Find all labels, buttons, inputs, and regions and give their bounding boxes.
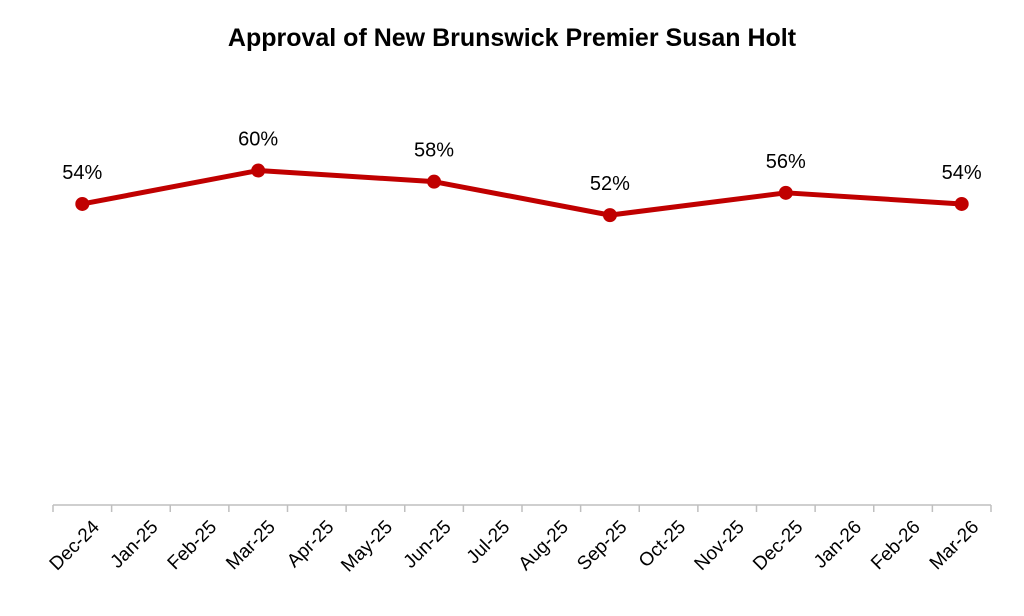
chart-title: Approval of New Brunswick Premier Susan … xyxy=(227,24,797,52)
data-point xyxy=(778,185,793,200)
data-label: 58% xyxy=(414,140,454,162)
data-label: 54% xyxy=(942,162,982,184)
x-tick-label: Nov-25 xyxy=(691,517,749,575)
data-point xyxy=(427,174,442,189)
x-tick-label: Feb-26 xyxy=(867,517,924,574)
x-tick-label: Apr-25 xyxy=(283,517,338,572)
x-tick-label: Mar-26 xyxy=(926,517,983,574)
x-tick-label: Feb-25 xyxy=(164,517,221,574)
x-tick-label: Mar-25 xyxy=(222,517,279,574)
x-tick-label: Dec-24 xyxy=(46,516,104,574)
x-tick-label: Jan-26 xyxy=(810,517,866,573)
x-tick-label: May-25 xyxy=(337,517,397,577)
x-tick-label: Jul-25 xyxy=(463,517,514,568)
x-tick-label: Dec-25 xyxy=(749,517,807,575)
x-tick-label: Jan-25 xyxy=(107,517,163,573)
data-point xyxy=(602,208,617,223)
x-tick-label: Oct-25 xyxy=(635,517,690,572)
x-tick-label: Sep-25 xyxy=(573,517,631,575)
data-point xyxy=(75,196,90,211)
data-label: 60% xyxy=(238,129,278,151)
data-label: 56% xyxy=(766,151,806,173)
x-tick-label: Jun-25 xyxy=(400,517,456,573)
series-line xyxy=(79,168,965,218)
data-point xyxy=(954,196,969,211)
data-label: 52% xyxy=(590,173,630,195)
data-label: 54% xyxy=(62,162,102,184)
data-point xyxy=(251,163,266,178)
x-tick-label: Aug-25 xyxy=(515,517,573,575)
